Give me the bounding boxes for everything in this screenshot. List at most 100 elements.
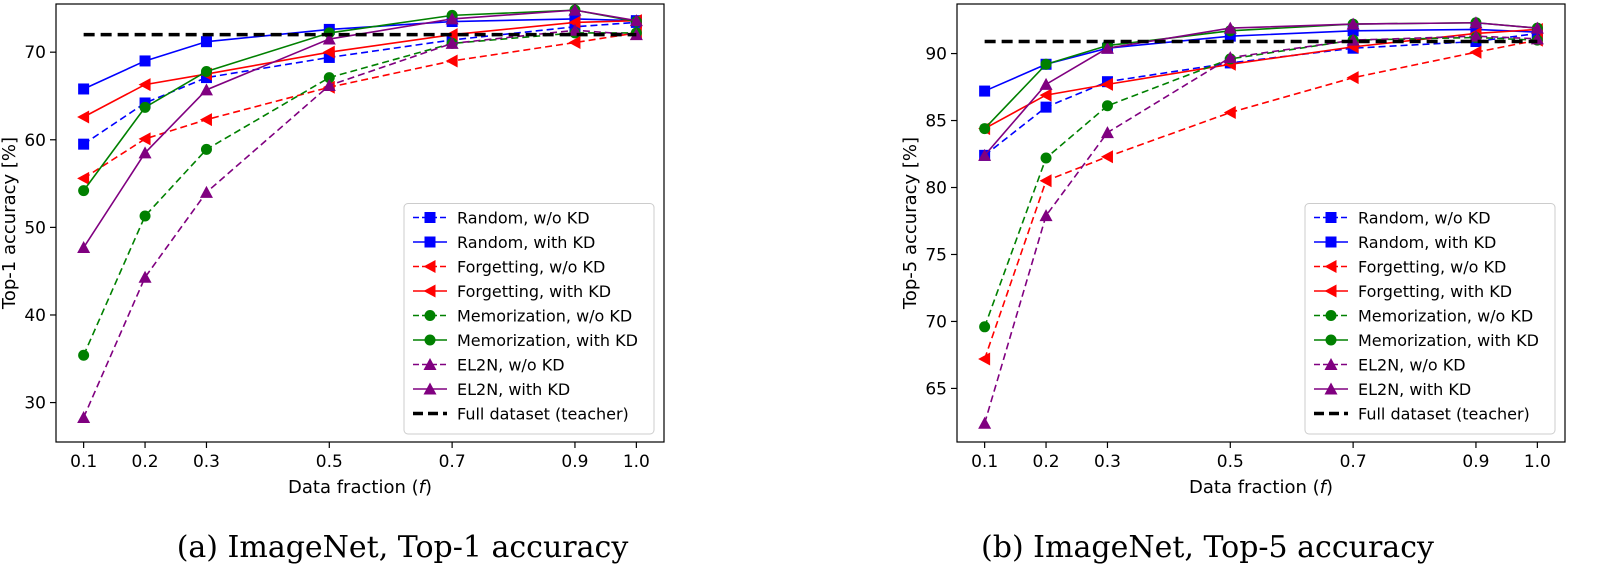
plot-frame xyxy=(956,3,1566,443)
chart-top1-svg: 0.1 0.2 0.3 0.5 0.7 0.9 1.0 30 40 50 60 70 Data frac… xyxy=(0,3,665,498)
y-tick-label: 50 xyxy=(24,218,46,238)
data-point-el2n-with-kd xyxy=(199,83,213,96)
data-point-el2n-with-kd xyxy=(629,14,643,27)
data-point-el2n-w-o-kd xyxy=(1223,51,1237,64)
data-point-el2n-with-kd xyxy=(1469,16,1483,29)
data-point-forgetting-w-o-kd xyxy=(199,113,212,127)
legend-label: Forgetting, w/o KD xyxy=(457,258,605,277)
legend-marker-forgetting-with-kd xyxy=(1324,284,1337,298)
data-point-forgetting-with-kd xyxy=(1039,88,1052,102)
data-point-random-with-kd xyxy=(200,36,212,48)
legend-marker-random-w-o-kd xyxy=(1325,212,1337,223)
legend-marker-memorization-w-o-kd xyxy=(424,310,436,321)
y-tick-label: 90 xyxy=(925,45,947,65)
data-point-memorization-w-o-kd xyxy=(979,321,991,333)
data-point-el2n-w-o-kd xyxy=(1100,126,1114,139)
y-tick-label: 65 xyxy=(925,379,947,399)
data-point-random-w-o-kd xyxy=(1040,101,1052,113)
x-tick-label: 0.7 xyxy=(1340,452,1367,472)
y-tick-label: 75 xyxy=(925,245,947,265)
data-point-el2n-w-o-kd xyxy=(1039,209,1053,222)
y-axis-label: Top-5 accuracy [%] xyxy=(900,137,921,310)
data-point-random-w-o-kd xyxy=(78,138,90,150)
y-tick-label: 30 xyxy=(24,394,46,414)
legend-marker-el2n-with-kd xyxy=(1324,382,1338,395)
legend-label: EL2N, with KD xyxy=(1358,380,1471,399)
series-line-memorization-with-kd xyxy=(82,9,637,192)
legend-label: Random, with KD xyxy=(457,233,595,252)
data-point-el2n-w-o-kd xyxy=(1469,29,1483,42)
data-point-forgetting-w-o-kd xyxy=(1469,45,1482,59)
data-point-memorization-w-o-kd xyxy=(200,143,212,155)
data-point-forgetting-w-o-kd xyxy=(1100,150,1113,164)
series-line-forgetting-with-kd xyxy=(984,28,1538,130)
x-axis-label: Data fraction (f) xyxy=(1189,477,1333,498)
legend-marker-forgetting-w-o-kd xyxy=(1324,260,1337,273)
data-point-memorization-w-o-kd xyxy=(323,72,335,84)
legend-marker-memorization-with-kd xyxy=(424,334,436,346)
chart-caption: (a) ImageNet, Top-1 accuracy xyxy=(176,530,629,565)
data-point-forgetting-with-kd xyxy=(1100,77,1113,91)
x-tick-label: 0.2 xyxy=(132,452,159,472)
data-point-random-with-kd xyxy=(1347,25,1359,37)
data-point-el2n-w-o-kd xyxy=(978,416,992,429)
x-tick-label: 0.7 xyxy=(439,452,466,472)
data-point-el2n-with-kd xyxy=(978,148,992,161)
data-point-el2n-w-o-kd xyxy=(199,185,213,198)
data-point-random-with-kd xyxy=(139,55,151,67)
chart-top5-svg: 0.1 0.2 0.3 0.5 0.7 0.9 1.0 65 70 75 80 85 90 Data fr… xyxy=(900,3,1566,498)
legend-marker-random-with-kd xyxy=(1325,236,1337,248)
x-tick-label: 0.1 xyxy=(971,452,998,472)
data-point-el2n-with-kd xyxy=(77,241,91,254)
data-point-memorization-with-kd xyxy=(1040,58,1052,70)
legend-label: Full dataset (teacher) xyxy=(1358,405,1530,424)
data-point-forgetting-w-o-kd xyxy=(77,171,90,185)
legend-label: Random, w/o KD xyxy=(1358,209,1491,228)
data-point-el2n-with-kd xyxy=(1346,17,1360,30)
legend-marker-el2n-w-o-kd xyxy=(423,358,437,370)
series-line-random-w-o-kd xyxy=(83,21,637,145)
legend-marker-el2n-with-kd xyxy=(423,382,437,395)
x-tick-label: 0.1 xyxy=(70,452,97,472)
legend-marker-memorization-with-kd xyxy=(1325,334,1337,346)
legend-marker-random-w-o-kd xyxy=(424,212,436,223)
data-point-forgetting-w-o-kd xyxy=(1223,105,1236,119)
x-tick-label: 0.5 xyxy=(1217,452,1244,472)
data-point-memorization-w-o-kd xyxy=(78,349,90,361)
legend-box xyxy=(403,203,655,435)
legend-label: EL2N, w/o KD xyxy=(457,356,565,375)
y-tick-label: 80 xyxy=(925,179,947,199)
data-point-el2n-w-o-kd xyxy=(568,23,582,36)
plot-frame xyxy=(55,3,665,443)
legend-label: Forgetting, w/o KD xyxy=(1358,258,1506,277)
data-point-el2n-w-o-kd xyxy=(77,410,91,423)
x-tick-label: 0.5 xyxy=(316,452,343,472)
y-axis-label: Top-1 accuracy [%] xyxy=(0,137,20,310)
legend-label: Forgetting, with KD xyxy=(1358,282,1512,301)
data-point-el2n-with-kd xyxy=(1039,77,1053,90)
x-axis-label: Data fraction (f) xyxy=(288,477,432,498)
data-point-forgetting-with-kd xyxy=(322,45,335,59)
data-point-forgetting-w-o-kd xyxy=(1039,174,1052,188)
legend-label: Full dataset (teacher) xyxy=(457,405,629,424)
legend-label: Memorization, with KD xyxy=(457,331,638,350)
legend-label: Memorization, with KD xyxy=(1358,331,1539,350)
legend-label: Memorization, w/o KD xyxy=(457,307,632,326)
y-tick-label: 85 xyxy=(925,112,947,132)
data-point-forgetting-with-kd xyxy=(568,15,581,29)
data-point-forgetting-w-o-kd xyxy=(138,132,151,146)
legend-label: Random, w/o KD xyxy=(457,209,590,228)
y-tick-label: 70 xyxy=(925,312,947,332)
legend-box xyxy=(1304,203,1556,435)
data-point-forgetting-w-o-kd xyxy=(445,54,458,68)
x-tick-label: 0.3 xyxy=(1094,452,1121,472)
data-point-el2n-w-o-kd xyxy=(138,270,152,283)
y-tick-label: 60 xyxy=(24,131,46,151)
legend-label: Forgetting, with KD xyxy=(457,282,611,301)
data-point-memorization-w-o-kd xyxy=(1040,152,1052,164)
data-point-memorization-w-o-kd xyxy=(1101,100,1113,112)
series-line-random-w-o-kd xyxy=(984,32,1538,156)
legend-marker-el2n-w-o-kd xyxy=(1324,358,1338,370)
legend-label: Memorization, w/o KD xyxy=(1358,307,1533,326)
data-point-el2n-with-kd xyxy=(1530,21,1544,34)
